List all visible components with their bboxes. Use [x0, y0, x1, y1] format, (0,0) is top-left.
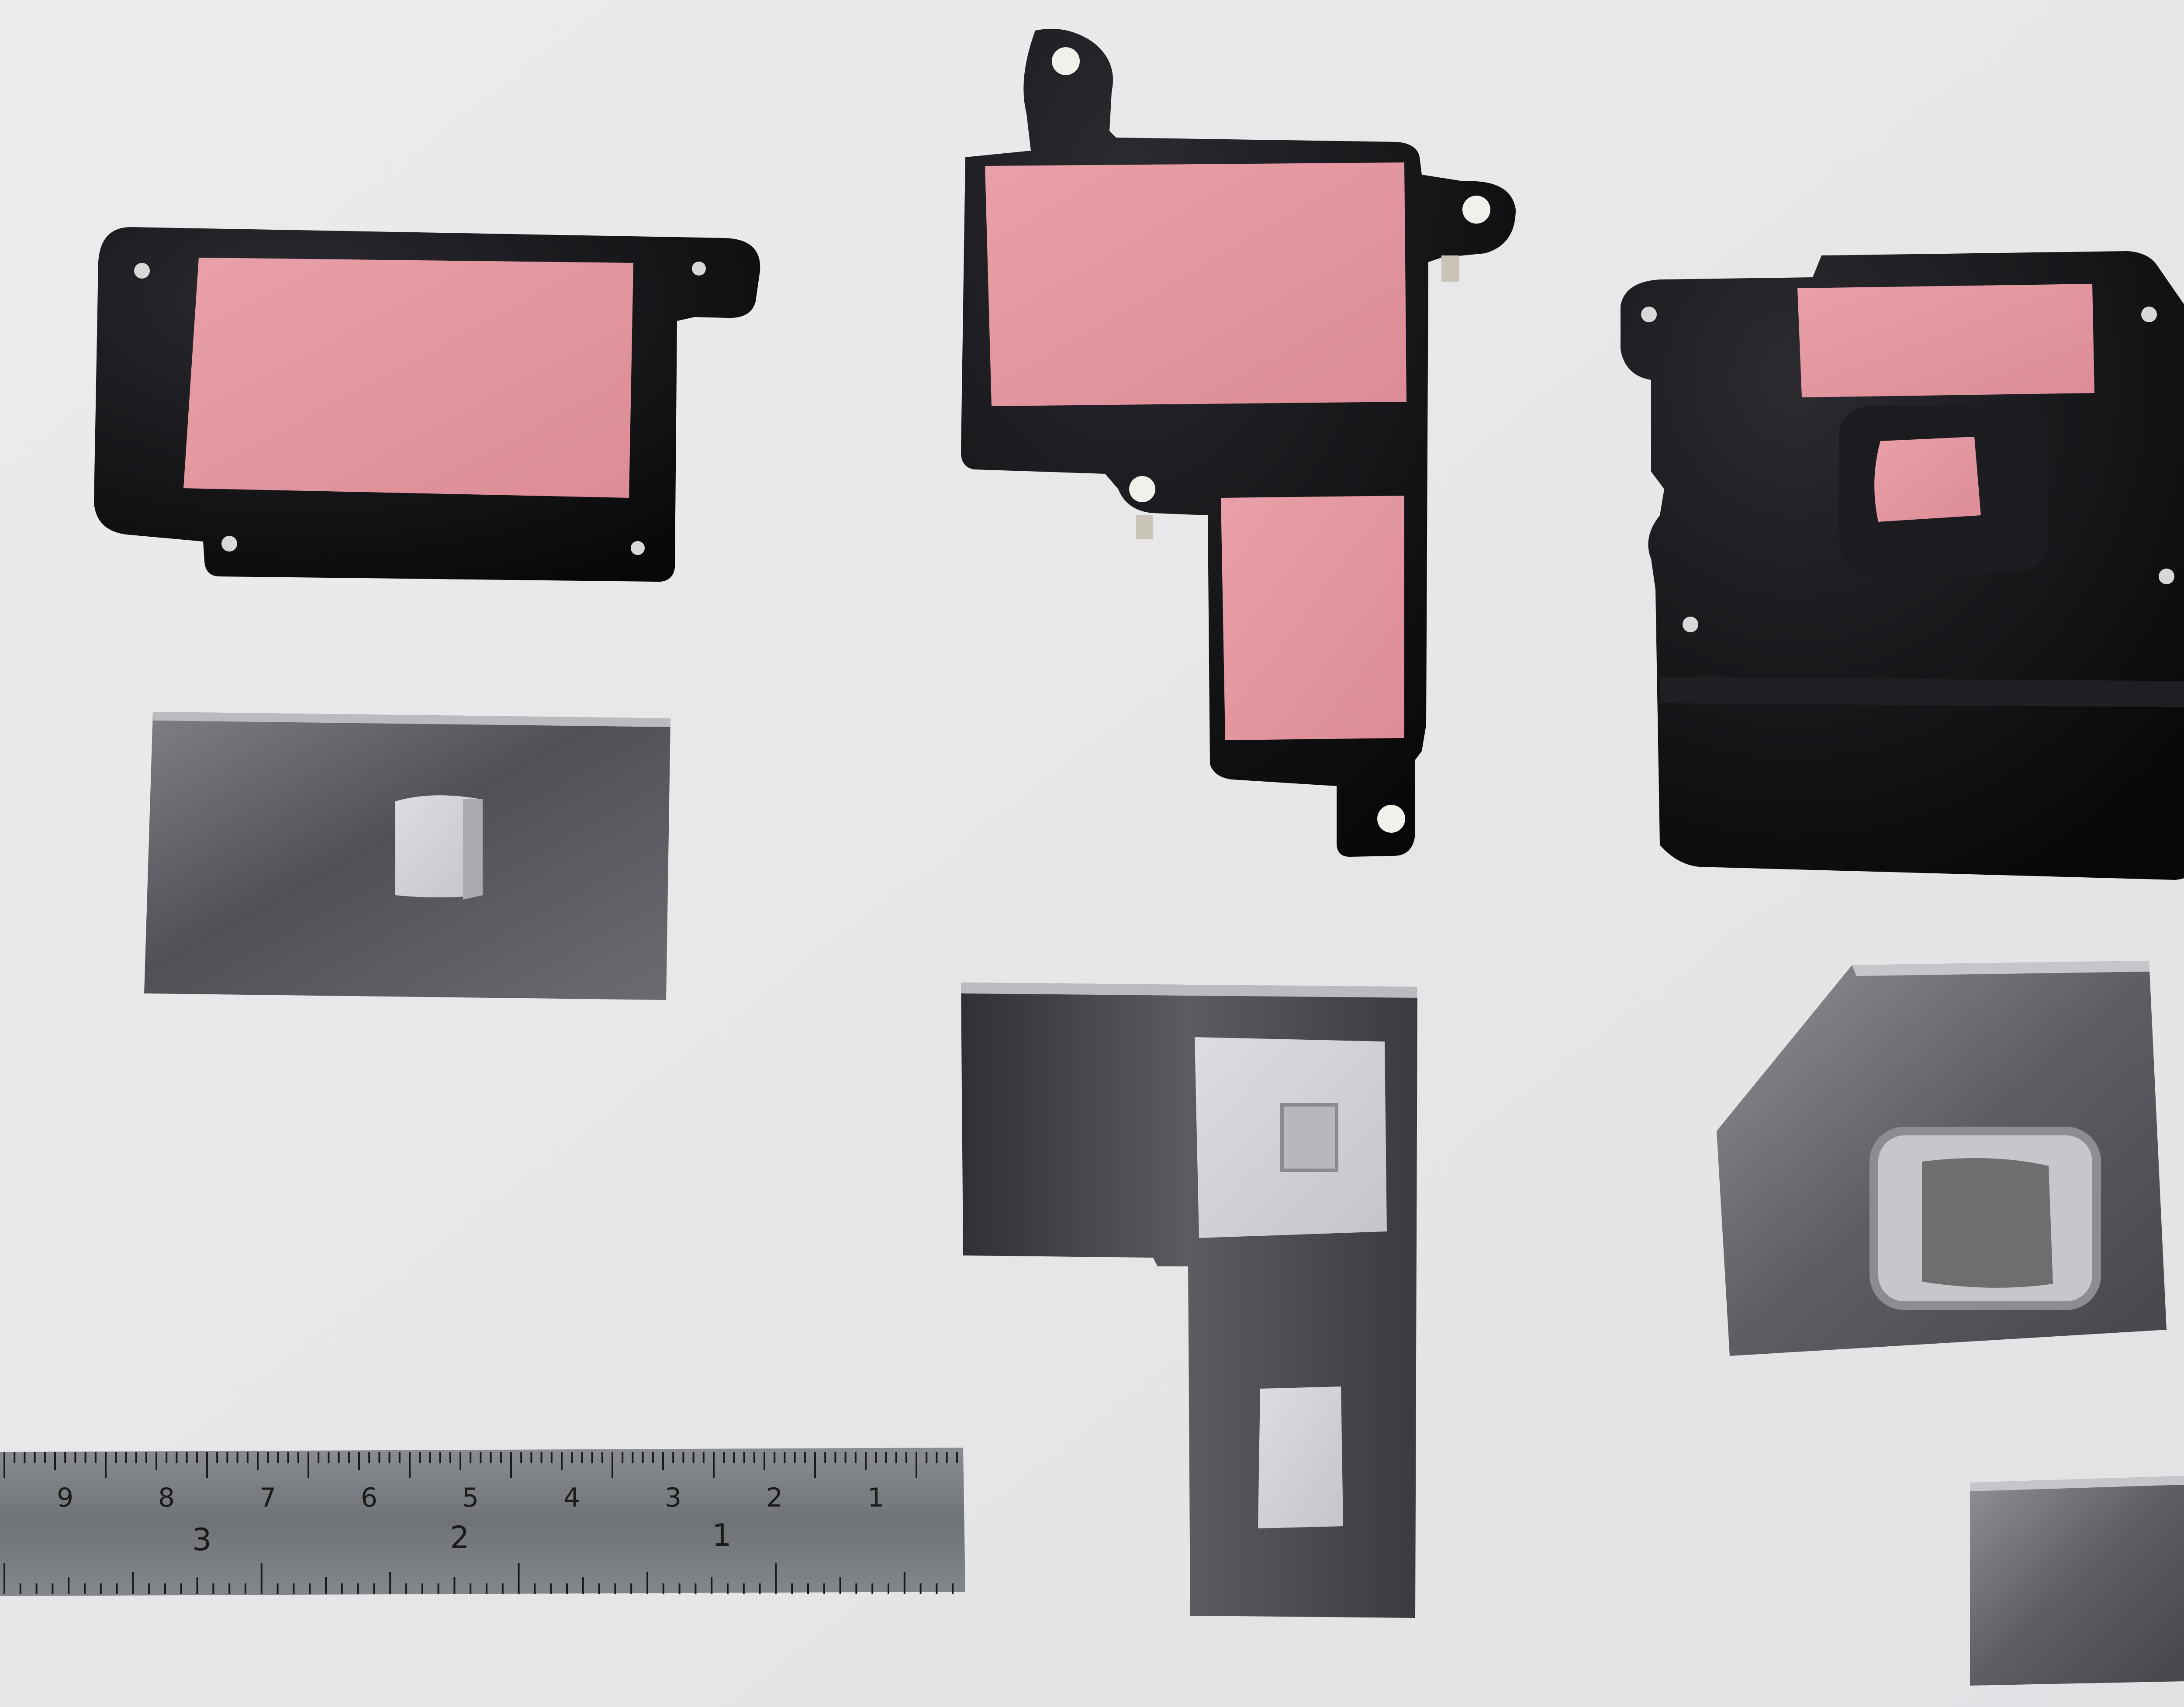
screw-hole [631, 541, 645, 555]
emi-shield-can-right [1717, 961, 2167, 1356]
ruler-label: 9 [57, 1483, 73, 1513]
emi-shield-can-left [144, 712, 670, 1000]
ruler-ticks [3, 1452, 958, 1594]
emi-shield-can-small [1970, 1476, 2184, 1686]
ruler-label: 8 [158, 1483, 175, 1513]
screw-hole [221, 536, 237, 552]
black-heatsink-plate-right [1621, 251, 2184, 880]
ruler-label: 2 [450, 1520, 470, 1555]
screw-hole [134, 263, 150, 279]
can-edge [1852, 961, 2150, 976]
can-edge [961, 983, 1417, 998]
pink-thermal-pad-strip [1797, 284, 2094, 397]
ruler-label: 4 [563, 1483, 580, 1513]
nylon-standoff-icon [1129, 476, 1155, 502]
nylon-standoff-icon [1052, 47, 1080, 75]
black-heatsink-plate-left [94, 227, 760, 582]
screw-hole [2141, 307, 2157, 322]
screw-hole [2159, 569, 2174, 584]
spring-screw [1441, 255, 1459, 282]
ruler-bottom-scale: 3 2 1 [192, 1517, 732, 1558]
can-edge [153, 712, 670, 727]
steel-ruler: 9 8 7 6 5 4 3 2 1 3 2 1 [0, 1448, 965, 1596]
gray-thermal-pad [395, 795, 483, 897]
pink-thermal-pad-square [1874, 437, 1981, 522]
emi-shield-can-center [961, 983, 1417, 1618]
ruler-label: 3 [192, 1522, 212, 1558]
ruler-label: 1 [867, 1483, 884, 1513]
plate-step [1660, 677, 2184, 707]
ruler-label: 1 [712, 1517, 732, 1553]
can-edge [1970, 1476, 2184, 1491]
pad-side [463, 799, 483, 900]
screw-hole [1641, 307, 1657, 322]
gray-thermal-pad-dark [1922, 1158, 2053, 1288]
black-heatsink-plate-center [961, 28, 1516, 857]
nylon-standoff-icon [1377, 805, 1405, 833]
ruler-label: 6 [361, 1483, 377, 1513]
pink-thermal-pad [183, 258, 633, 498]
ruler-top-scale: 9 8 7 6 5 4 3 2 1 [57, 1483, 884, 1513]
pink-thermal-pad-small [1221, 496, 1404, 740]
nylon-standoff-icon [1462, 196, 1490, 224]
gray-thermal-pad-small [1258, 1386, 1343, 1528]
screw-hole [1683, 617, 1698, 632]
ruler-label: 5 [462, 1483, 479, 1513]
ruler-label: 2 [766, 1483, 783, 1513]
ruler-label: 7 [259, 1483, 276, 1513]
ruler-label: 3 [665, 1483, 681, 1513]
pink-thermal-pad-large [985, 162, 1406, 406]
pad-cutout [1280, 1103, 1338, 1172]
spring-screw [1136, 515, 1153, 539]
screw-hole [692, 262, 706, 276]
